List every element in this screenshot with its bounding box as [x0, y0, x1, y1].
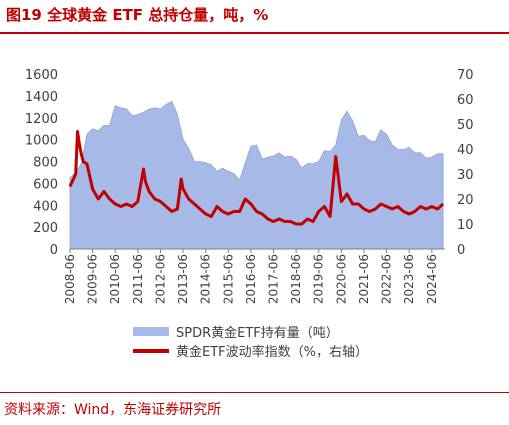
x-tick-label: 2012-06 [153, 254, 167, 304]
y-left-tick-label: 1600 [25, 68, 58, 83]
source-note: 资料来源：Wind，东海证券研究所 [4, 402, 222, 418]
x-tick-label: 2015-06 [221, 254, 235, 304]
y-axis-left: 0 200 400 600 800 1000 1200 1400 1600 [25, 68, 58, 258]
x-tick-label: 2010-06 [108, 254, 122, 304]
x-tick-label: 2022-06 [380, 254, 394, 304]
x-tick-label: 2021-06 [357, 254, 371, 304]
x-tick-label: 2009-06 [86, 254, 100, 304]
y-left-tick-label: 400 [33, 199, 58, 214]
volatility-line [68, 130, 445, 226]
y-left-tick-label: 600 [33, 177, 58, 192]
y-left-tick-label: 1400 [25, 90, 58, 105]
chart: 0 200 400 600 800 1000 1200 1400 1600 0 10 20 30 40 5… [25, 68, 474, 360]
y-right-tick-label: 0 [457, 243, 465, 258]
x-tick-label: 2024-06 [425, 254, 439, 304]
x-tick-label: 2019-06 [312, 254, 326, 304]
title-rule [0, 32, 509, 34]
y-left-tick-label: 200 [33, 221, 58, 236]
x-tick-label: 2008-06 [63, 254, 77, 304]
legend: SPDR黄金ETF持有量（吨） 黄金ETF波动率指数（%，右轴） [133, 325, 368, 360]
legend-label-spdr: SPDR黄金ETF持有量（吨） [176, 325, 339, 341]
volatility-series [68, 130, 445, 226]
x-tick-label: 2011-06 [131, 254, 145, 304]
spdr-holdings-series [69, 100, 444, 250]
y-right-tick-label: 50 [457, 118, 474, 133]
y-right-tick-label: 30 [457, 168, 474, 183]
y-right-tick-label: 60 [457, 93, 474, 108]
y-right-tick-label: 20 [457, 193, 474, 208]
x-axis: 2008-06 2009-06 2010-06 2011-06 2012-06 2013-… [63, 248, 445, 304]
y-left-tick-label: 0 [50, 243, 58, 258]
x-tick-label: 2018-06 [289, 254, 303, 304]
y-right-tick-label: 40 [457, 143, 474, 158]
y-right-tick-label: 70 [457, 68, 474, 83]
x-tick-label: 2020-06 [334, 254, 348, 304]
y-left-tick-label: 1200 [25, 112, 58, 127]
y-axis-right: 0 10 20 30 40 50 60 70 [457, 68, 474, 258]
spdr-holdings-area [69, 100, 444, 250]
x-tick-label: 2017-06 [267, 254, 281, 304]
x-tick-label: 2013-06 [176, 254, 190, 304]
y-right-tick-label: 10 [457, 218, 474, 233]
y-left-tick-label: 800 [33, 156, 58, 171]
source-rule [0, 392, 509, 393]
x-tick-label: 2014-06 [199, 254, 213, 304]
x-tick-label: 2023-06 [402, 254, 416, 304]
x-tick-label: 2016-06 [244, 254, 258, 304]
legend-swatch-spdr [133, 327, 169, 336]
y-left-tick-label: 1000 [25, 134, 58, 149]
legend-label-volatility: 黄金ETF波动率指数（%，右轴） [176, 344, 368, 360]
figure-title: 图19 全球黄金 ETF 总持仓量，吨，% [6, 6, 269, 24]
